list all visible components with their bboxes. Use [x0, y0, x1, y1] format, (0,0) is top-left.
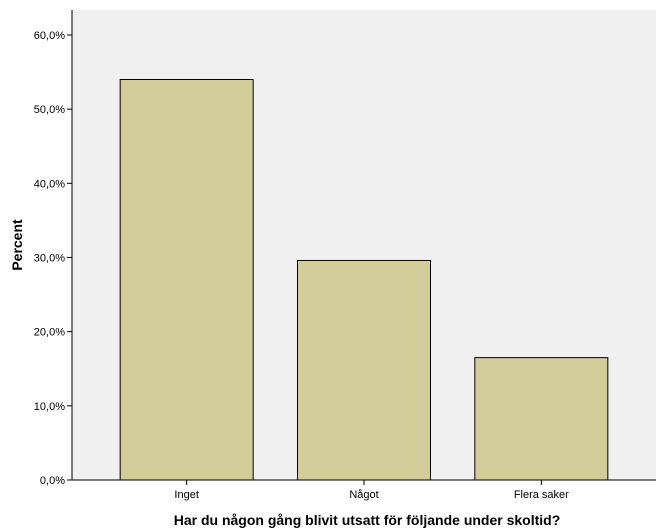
- y-tick-label: 20,0%: [34, 327, 65, 339]
- y-tick-label: 30,0%: [34, 253, 65, 265]
- y-tick-label: 40,0%: [34, 178, 65, 190]
- x-tick-label: Flera saker: [514, 489, 569, 501]
- bars-group: [119, 79, 609, 481]
- x-axis-title: Har du någon gång blivit utsatt för följ…: [174, 512, 561, 528]
- y-axis-title: Percent: [9, 219, 25, 271]
- bar-inget: [119, 79, 254, 481]
- bar-flera-saker: [474, 357, 609, 481]
- y-tick-label: 0,0%: [40, 475, 65, 487]
- y-tick-label: 60,0%: [34, 30, 65, 42]
- bar-något: [297, 259, 431, 481]
- x-tick-label: Något: [349, 489, 378, 501]
- y-tick-label: 10,0%: [34, 401, 65, 413]
- y-axis-ticks: 0,0% 10,0% 20,0% 30,0% 40,0% 50,0% 60,0%: [34, 30, 72, 487]
- x-axis-ticks: Inget Något Flera saker: [174, 480, 569, 501]
- x-tick-label: Inget: [174, 489, 198, 501]
- y-tick-label: 50,0%: [34, 104, 65, 116]
